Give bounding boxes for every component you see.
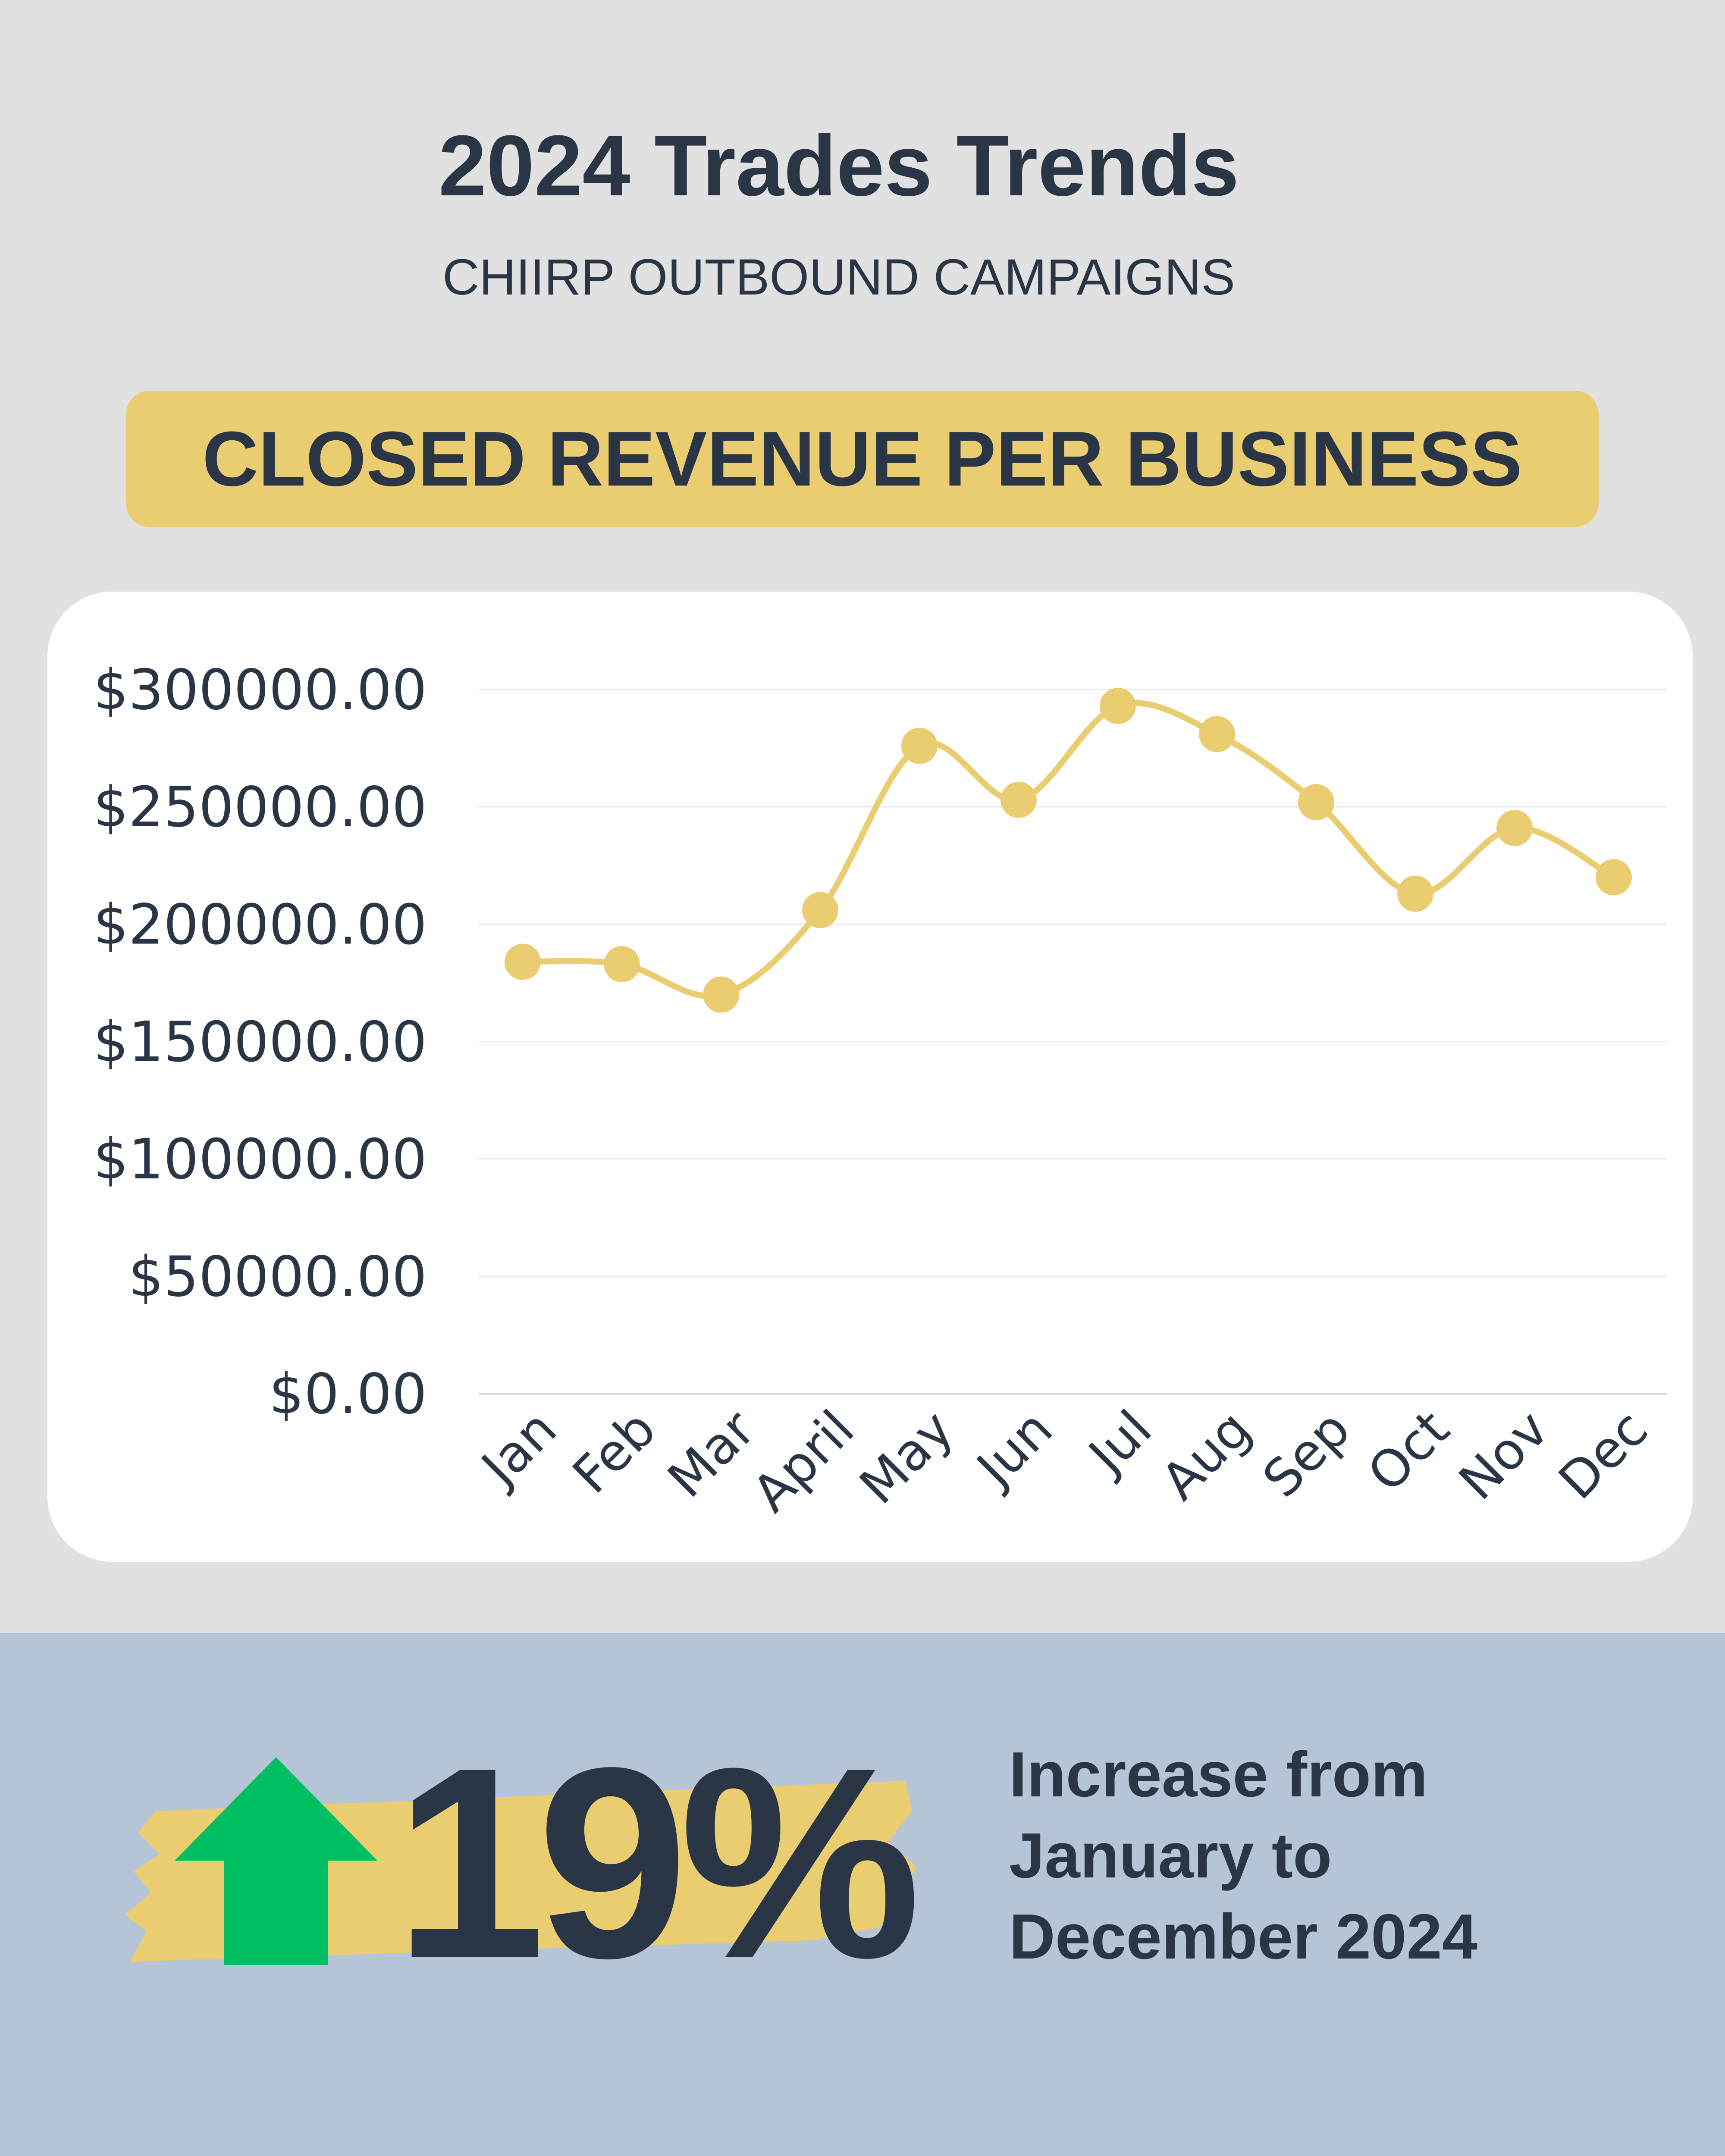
series-line [520,700,1617,1000]
data-point [604,946,640,982]
y-tick-label: $150000.00 [93,1010,427,1075]
data-point [505,943,541,980]
x-tick-label: May [848,1399,965,1515]
y-tick-label: $100000.00 [93,1128,427,1192]
y-tick-label: $300000.00 [93,658,427,722]
x-tick-label: Aug [1150,1399,1262,1511]
page-title: 2024 Trades Trends [438,118,1239,214]
percent-change-value: 19% [395,1711,921,2015]
metric-banner: CLOSED REVENUE PER BUSINESS [126,391,1599,527]
page-subtitle: CHIIRP OUTBOUND CAMPAIGNS [442,249,1235,306]
data-point [1596,859,1632,896]
revenue-line-chart: $0.00 $50000.00 $100000.00 $150000.00 $20000… [93,658,1667,1523]
y-tick-label: $50000.00 [129,1245,427,1309]
x-tick-label: Jun [963,1399,1064,1499]
data-point [1000,781,1037,818]
x-tick-label: Nov [1447,1399,1559,1511]
data-point [802,892,838,928]
x-tick-label: Sep [1251,1399,1361,1509]
x-tick-label: Oct [1356,1399,1461,1503]
data-point [703,976,739,1013]
data-point [1199,716,1235,752]
y-tick-label: $0.00 [269,1362,427,1426]
data-point [1298,784,1334,821]
metric-banner-label: CLOSED REVENUE PER BUSINESS [202,415,1522,502]
caption-line: December 2024 [1009,1901,1478,1972]
x-tick-label: Jul [1076,1399,1163,1486]
data-point [901,727,938,764]
data-point [1397,875,1433,912]
arrow-up-icon [175,1757,377,1965]
caption-line: Increase from [1009,1739,1428,1810]
data-point [1496,810,1533,846]
x-tick-label: Dec [1547,1399,1659,1510]
x-tick-label: Jan [468,1399,568,1498]
x-tick-label: April [741,1399,865,1523]
y-tick-label: $250000.00 [93,775,427,840]
data-point [1100,688,1136,724]
x-tick-label: Mar [656,1399,766,1509]
caption-line: January to [1009,1820,1332,1891]
y-tick-label: $200000.00 [93,893,427,957]
percent-change-caption: Increase from January to December 2024 [1009,1734,1699,1977]
chart-card: $0.00 $50000.00 $100000.00 $150000.00 $20000… [47,592,1693,1562]
x-tick-label: Feb [561,1399,667,1504]
